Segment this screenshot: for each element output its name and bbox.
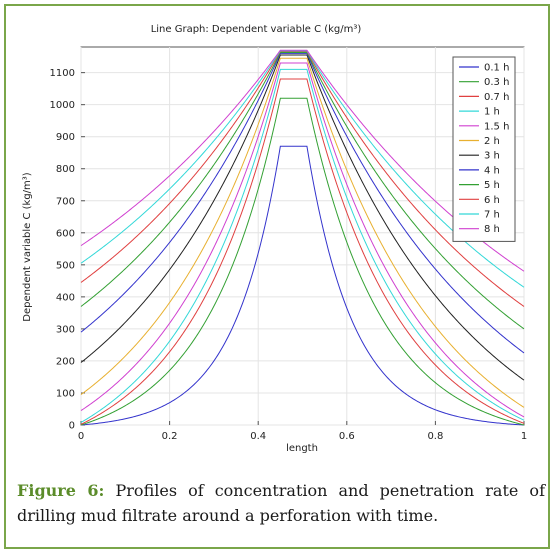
y-tick-label: 500 bbox=[56, 260, 75, 271]
figure-caption: Figure 6: Profiles of concentration and … bbox=[17, 478, 545, 528]
legend-label: 1.5 h bbox=[484, 121, 509, 132]
series-line bbox=[80, 145, 525, 426]
legend-box bbox=[452, 56, 516, 242]
y-tick-label: 900 bbox=[56, 132, 75, 143]
y-tick-label: 800 bbox=[56, 164, 75, 175]
legend-label: 8 h bbox=[484, 224, 500, 235]
y-ticks: 0 100 200 300 400 500 600 700 800 900 1000 1100 bbox=[50, 68, 85, 432]
series-line bbox=[80, 49, 525, 272]
series-line bbox=[80, 50, 525, 307]
y-tick-label: 200 bbox=[56, 356, 75, 367]
series-line bbox=[80, 78, 525, 425]
x-axis-label: length bbox=[286, 443, 318, 454]
legend-label: 0.7 h bbox=[484, 92, 509, 103]
y-tick-label: 1100 bbox=[50, 68, 75, 79]
series-line bbox=[80, 68, 525, 423]
y-tick-label: 400 bbox=[56, 292, 75, 303]
y-tick-label: 100 bbox=[56, 388, 75, 399]
legend-label: 3 h bbox=[484, 151, 500, 162]
series-line bbox=[80, 54, 525, 381]
x-tick-label: 0.4 bbox=[250, 431, 266, 442]
series-line bbox=[80, 52, 525, 354]
legend-label: 4 h bbox=[484, 165, 500, 176]
series-line bbox=[80, 51, 525, 330]
legend-label: 5 h bbox=[484, 180, 500, 191]
series-line bbox=[80, 62, 525, 418]
figure-caption-text: Profiles of concentration and penetratio… bbox=[17, 481, 545, 525]
grid bbox=[80, 47, 525, 426]
y-axis-label: Dependent variable C (kg/m³) bbox=[22, 172, 33, 321]
legend-label: 6 h bbox=[484, 195, 500, 206]
x-ticks: 0 0.2 0.4 0.6 0.8 1 bbox=[78, 421, 527, 442]
legend-label: 0.1 h bbox=[484, 63, 509, 74]
x-tick-label: 0 bbox=[78, 431, 84, 442]
series-line bbox=[80, 50, 525, 288]
chart-title: Line Graph: Dependent variable C (kg/m³) bbox=[151, 24, 362, 35]
y-tick-label: 1000 bbox=[50, 100, 75, 111]
y-tick-label: 600 bbox=[56, 228, 75, 239]
figure-label: Figure 6: bbox=[17, 481, 105, 500]
x-tick-label: 1 bbox=[521, 431, 527, 442]
x-tick-label: 0.6 bbox=[339, 431, 355, 442]
series-line bbox=[80, 97, 525, 426]
series-lines bbox=[80, 49, 525, 426]
x-tick-label: 0.2 bbox=[162, 431, 178, 442]
legend-label: 1 h bbox=[484, 107, 500, 118]
y-tick-label: 700 bbox=[56, 196, 75, 207]
line-chart: Line Graph: Dependent variable C (kg/m³)… bbox=[22, 24, 527, 454]
y-tick-label: 0 bbox=[69, 421, 75, 432]
legend-label: 2 h bbox=[484, 136, 500, 147]
legend: 0.1 h 0.3 h 0.7 h 1 h 1.5 h 2 h 3 h 4 h 5 h 6 h 7 … bbox=[452, 56, 516, 242]
x-tick-label: 0.8 bbox=[427, 431, 443, 442]
plot-area bbox=[80, 46, 525, 426]
series-line bbox=[80, 57, 525, 408]
legend-label: 0.3 h bbox=[484, 77, 509, 88]
legend-label: 7 h bbox=[484, 210, 500, 221]
y-tick-label: 300 bbox=[56, 324, 75, 335]
